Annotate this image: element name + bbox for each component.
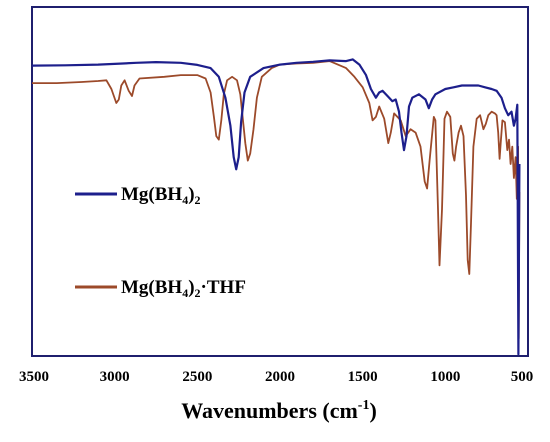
x-tick-label: 1000 [430,369,460,385]
legend-label-mgbh4: Mg(BH4)2 [121,184,201,207]
series-line-mgbh4 [31,58,521,356]
series-group [31,58,521,356]
x-axis-title: Wavenumbers (cm-1) [181,398,377,423]
x-tick-label: 1500 [348,369,378,385]
legend: Mg(BH4)2 Mg(BH4)2·THF [75,184,246,300]
plot-frame [31,6,529,357]
x-tick-label: 3000 [100,369,130,385]
legend-label-mgbh4-thf: Mg(BH4)2·THF [121,277,246,300]
x-tick-label: 2500 [182,369,212,385]
x-tick-label: 3500 [19,369,49,385]
x-tick-label: 500 [511,369,534,385]
x-tick-label: 2000 [265,369,295,385]
x-tick-labels: 3500 3000 2500 2000 1500 1000 500 [19,369,533,385]
series-line-mgbh4-thf [32,60,521,340]
